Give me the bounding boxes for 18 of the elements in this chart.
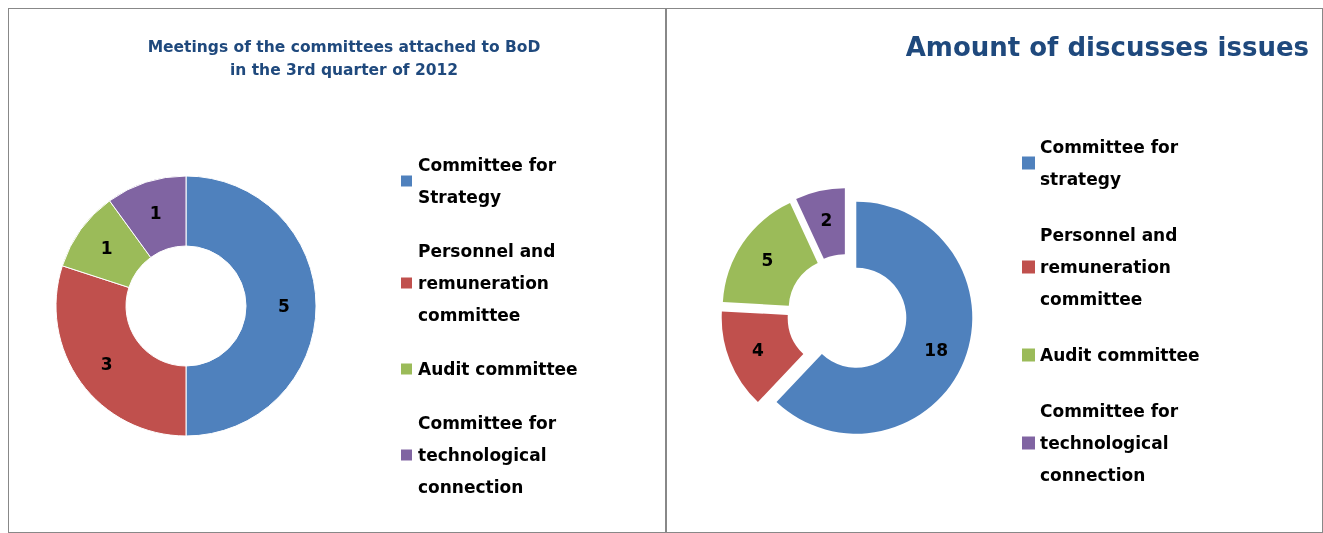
data-label: 4 <box>751 339 764 360</box>
data-label: 1 <box>149 202 162 223</box>
data-label: 2 <box>820 210 833 231</box>
data-label: 5 <box>278 296 290 316</box>
legend-label: Committee for Strategy <box>418 155 563 207</box>
data-label: 3 <box>100 353 113 374</box>
legend-label: Committee for technological connection <box>418 413 563 497</box>
data-label: 1 <box>100 238 113 259</box>
data-label: 5 <box>761 250 774 271</box>
legend-label: Personnel and remuneration committee <box>1040 225 1184 309</box>
legend-label: Committee for strategy <box>1040 137 1185 189</box>
legend-label: Personnel and remuneration committee <box>418 241 562 325</box>
chart-title: Meetings of the committees attached to BoD in the 3rd quarter of 2012 <box>147 38 541 79</box>
data-label: 18 <box>924 339 949 360</box>
legend-label: Committee for technological connection <box>1040 401 1185 485</box>
legend-label: Audit committee <box>418 359 578 379</box>
chart-title: Amount of discusses issues <box>905 31 1310 62</box>
legend-label: Audit committee <box>1040 345 1200 365</box>
